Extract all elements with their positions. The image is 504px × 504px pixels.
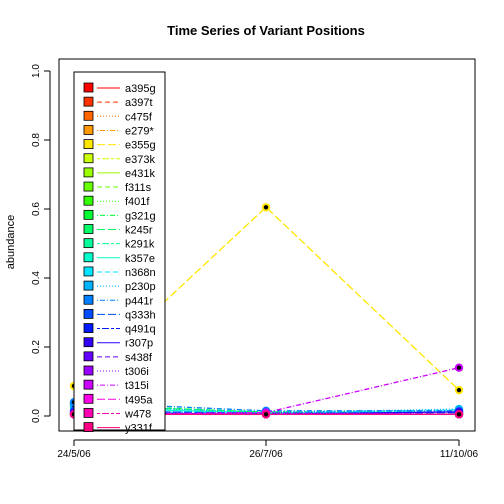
- legend-label: w478: [124, 408, 151, 420]
- legend-item: s438f: [83, 351, 153, 364]
- legend-swatch: [83, 266, 94, 277]
- plot-frame: [58, 58, 476, 432]
- x-axis: 24/5/06 26/7/06 11/10/06: [57, 439, 479, 460]
- data-point-y331f: [454, 410, 464, 419]
- legend-item: e431k: [83, 167, 155, 180]
- data-point-e355g: [454, 385, 464, 395]
- legend-swatch: [83, 96, 94, 107]
- legend-item: w478: [83, 408, 151, 420]
- legend-label: a397t: [125, 97, 153, 109]
- legend-swatch: [83, 195, 94, 206]
- legend-swatch: [83, 422, 94, 433]
- legend-item: y331f: [83, 422, 153, 435]
- legend-swatch: [83, 110, 94, 121]
- legend-swatch: [83, 238, 94, 249]
- y-tick-label: 0.2: [31, 340, 42, 354]
- legend-label: e431k: [125, 168, 155, 180]
- legend-item: g321g: [83, 209, 156, 222]
- legend-item: a397t: [83, 96, 153, 109]
- legend-swatch: [83, 82, 94, 93]
- legend-label: t495a: [125, 394, 153, 406]
- legend-swatch: [83, 252, 94, 263]
- legend-item: f401f: [83, 195, 150, 208]
- legend-label: e279*: [125, 125, 154, 137]
- legend-label: t315i: [125, 380, 149, 392]
- legend-label: e355g: [125, 140, 156, 152]
- legend-item: e279*: [83, 125, 154, 137]
- x-tick-label: 11/10/06: [440, 449, 479, 460]
- y-axis-label: abundance: [5, 215, 17, 269]
- legend-swatch: [83, 224, 94, 234]
- data-point-e355g: [261, 203, 271, 212]
- legend-item: k291k: [83, 238, 155, 251]
- legend-swatch: [83, 153, 94, 164]
- legend-item: f311s: [83, 181, 152, 194]
- legend-label: q333h: [125, 309, 156, 321]
- legend-item: c475f: [83, 110, 153, 123]
- legend-label: k245r: [125, 225, 153, 237]
- legend-swatch: [83, 167, 94, 178]
- y-tick-label: 1.0: [31, 64, 42, 78]
- legend-item: k245r: [83, 224, 153, 237]
- y-tick-label: 0.8: [31, 133, 42, 147]
- data-point-y331f: [261, 410, 271, 419]
- legend-label: r307p: [125, 338, 153, 350]
- legend-item: q333h: [83, 308, 156, 321]
- y-tick-label: 0.0: [31, 409, 42, 423]
- legend-item: a395g: [83, 82, 156, 95]
- legend-swatch: [83, 294, 94, 305]
- legend-item: e373k: [83, 153, 155, 166]
- legend-label: f401f: [125, 196, 150, 208]
- legend-item: n368n: [83, 266, 156, 279]
- legend-label: n368n: [125, 267, 156, 279]
- legend-swatch: [83, 351, 94, 362]
- legend-item: p230p: [83, 280, 156, 293]
- legend-swatch: [83, 280, 94, 291]
- legend-swatch: [83, 365, 94, 376]
- legend-swatch: [83, 209, 94, 220]
- legend-swatch: [83, 408, 94, 418]
- legend-swatch: [83, 323, 94, 333]
- legend-swatch: [83, 337, 94, 348]
- legend-label: p230p: [125, 281, 156, 293]
- legend-item: q491q: [83, 323, 156, 336]
- legend-swatch: [83, 181, 94, 192]
- legend-swatch: [83, 139, 94, 150]
- legend-item: k357e: [83, 252, 155, 265]
- legend-label: p441r: [125, 295, 153, 307]
- legend-label: a395g: [125, 83, 156, 95]
- legend-swatch: [83, 308, 94, 319]
- x-tick-label: 26/7/06: [249, 449, 283, 460]
- legend-swatch: [83, 393, 94, 404]
- y-axis: 0.0 0.2 0.4 0.6 0.8 1.0: [31, 64, 51, 423]
- legend-label: k357e: [125, 253, 155, 265]
- legend-item: p441r: [83, 294, 153, 307]
- legend-item: r307p: [83, 337, 153, 350]
- legend-label: g321g: [125, 210, 156, 222]
- legend-label: c475f: [125, 111, 153, 123]
- legend-label: t306i: [125, 366, 149, 378]
- legend-item: t495a: [83, 393, 153, 406]
- legend-label: q491q: [125, 324, 156, 336]
- legend-label: f311s: [125, 182, 152, 194]
- legend-label: e373k: [125, 154, 155, 166]
- legend-item: t306i: [83, 365, 149, 378]
- legend-swatch: [83, 125, 94, 135]
- legend-item: t315i: [83, 379, 149, 392]
- data-point-t315i: [454, 363, 464, 372]
- chart-title: Time Series of Variant Positions: [167, 23, 365, 38]
- y-tick-label: 0.6: [31, 202, 42, 216]
- legend-item: e355g: [83, 139, 156, 152]
- legend-swatch: [83, 379, 94, 390]
- legend: a395g a397t c475f e279* e355g e373k e431k f311s…: [73, 71, 166, 435]
- x-tick-label: 24/5/06: [57, 449, 91, 460]
- legend-label: s438f: [125, 352, 153, 364]
- legend-label: k291k: [125, 239, 155, 251]
- y-tick-label: 0.4: [31, 271, 42, 285]
- legend-label: y331f: [125, 423, 153, 435]
